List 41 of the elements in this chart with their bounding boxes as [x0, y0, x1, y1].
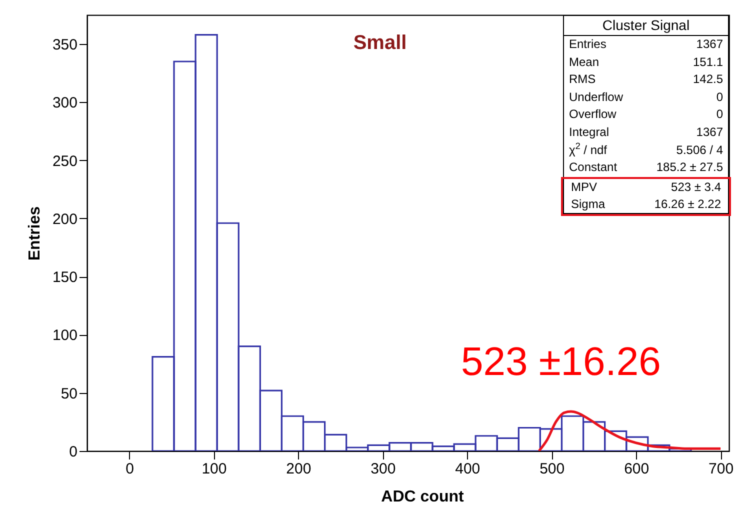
annotation: 0 — [716, 88, 723, 106]
annotation: 16.26 ± 2.22 — [654, 196, 721, 214]
annotation: 523 ±16.26 — [461, 340, 661, 385]
annotation: Mean — [569, 54, 600, 71]
y-tick-label: 150 — [52, 269, 78, 286]
y-axis-title: Entries — [26, 206, 44, 261]
annotation: 151.1 — [692, 54, 723, 71]
x-tick-label: 0 — [126, 460, 134, 478]
annotation: 5.506 / 4 — [676, 142, 723, 159]
annotation: 185.2 ± 27.5 — [656, 159, 723, 176]
annotation: Underflow — [569, 88, 624, 106]
x-tick-label: 200 — [286, 460, 312, 478]
annotation: MPV — [571, 178, 598, 196]
y-tick-label: 300 — [52, 94, 78, 112]
annotation: χ$^{2}$ / ndf — [569, 140, 608, 159]
y-tick-label: 50 — [60, 385, 78, 402]
annotation: Cluster Signal — [564, 16, 728, 36]
annotation: Integral — [569, 124, 610, 141]
x-tick-label: 400 — [455, 460, 480, 478]
x-tick-label: 600 — [624, 460, 650, 478]
y-tick-label: 100 — [52, 327, 78, 344]
annotation: 1367 — [696, 124, 723, 141]
annotation: Entries — [569, 36, 606, 53]
annotation: 523 ± 3.4 — [671, 178, 721, 196]
y-tick-label: 200 — [52, 210, 78, 228]
x-tick-label: 500 — [540, 460, 565, 478]
x-tick-label: 100 — [202, 460, 227, 478]
annotation: 0 — [716, 106, 723, 124]
y-tick-label: 250 — [52, 152, 78, 170]
annotation: 142.5 — [692, 71, 723, 88]
y-tick-label: 0 — [69, 444, 78, 460]
annotation: Sigma — [571, 196, 606, 214]
text: Small — [353, 32, 407, 54]
annotation: RMS — [569, 71, 596, 88]
x-axis-title: ADC count — [381, 488, 464, 506]
annotation: Overflow — [569, 106, 616, 124]
annotation: Constant — [569, 159, 618, 176]
y-tick-label: 350 — [52, 36, 78, 54]
x-tick-label: 300 — [370, 460, 396, 478]
annotation: 1367 — [696, 36, 723, 53]
x-tick-label: 700 — [708, 460, 734, 478]
